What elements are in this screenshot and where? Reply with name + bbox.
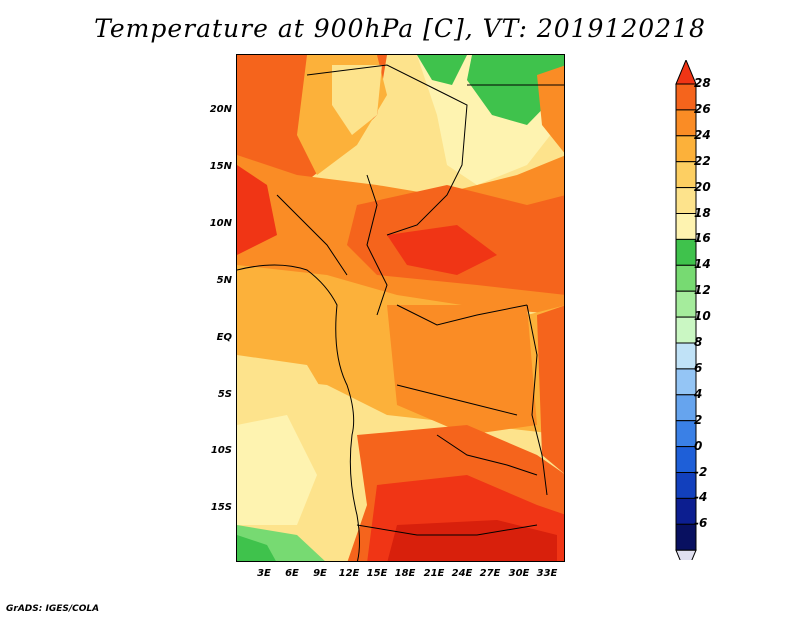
lon-label: 15E xyxy=(366,568,388,579)
lat-label: 15N xyxy=(209,161,232,172)
colorbar-swatch xyxy=(675,161,697,189)
colorbar-swatch xyxy=(675,316,697,344)
colorbar-swatch xyxy=(675,213,697,240)
lat-label: 20N xyxy=(209,104,232,115)
colorbar-swatch xyxy=(675,446,697,474)
temperature-field xyxy=(237,55,564,561)
colorbar-swatches xyxy=(675,58,697,576)
colorbar-swatch xyxy=(675,368,697,396)
colorbar-tick-label: 4 xyxy=(694,386,703,401)
colorbar-swatch xyxy=(675,238,697,266)
lat-label: 10N xyxy=(209,218,232,229)
lat-label: 5S xyxy=(217,389,232,400)
lon-label: 6E xyxy=(285,568,299,579)
lon-label: 9E xyxy=(313,568,327,579)
colorbar-swatch xyxy=(675,290,697,318)
colorbar-tick-label: 10 xyxy=(694,309,711,324)
colorbar xyxy=(667,58,717,576)
lon-label: 21E xyxy=(423,568,445,579)
colorbar-swatch xyxy=(675,264,697,292)
colorbar-swatch xyxy=(675,472,697,499)
colorbar-tick-label: -4 xyxy=(694,490,708,505)
colorbar-top-arrow xyxy=(675,58,697,85)
colorbar-tick-label: 0 xyxy=(694,438,703,453)
colorbar-tick-label: 18 xyxy=(694,205,711,220)
colorbar-swatch xyxy=(675,497,697,525)
colorbar-tick-label: -2 xyxy=(694,464,708,479)
lon-label: 12E xyxy=(338,568,360,579)
lon-label: 27E xyxy=(479,568,501,579)
colorbar-tick-label: 14 xyxy=(694,257,711,272)
colorbar-tick-label: 16 xyxy=(694,231,711,246)
colorbar-tick-label: 26 xyxy=(694,101,711,116)
colorbar-tick-label: 20 xyxy=(694,179,711,194)
lat-label: 15S xyxy=(210,502,232,513)
lat-label: EQ xyxy=(216,332,232,343)
colorbar-swatch xyxy=(675,523,697,551)
lat-label: 5N xyxy=(216,275,232,286)
colorbar-swatch xyxy=(675,342,697,370)
lon-label: 3E xyxy=(257,568,271,579)
colorbar-tick-label: 28 xyxy=(694,76,711,90)
colorbar-tick-label: 6 xyxy=(694,360,703,375)
colorbar-bottom-arrow xyxy=(675,549,697,576)
colorbar-tick-label: 22 xyxy=(694,153,711,168)
chart-title: Temperature at 900hPa [C], VT: 201912021… xyxy=(94,14,706,43)
colorbar-swatch xyxy=(675,135,697,163)
colorbar-swatch xyxy=(675,83,697,111)
colorbar-tick-label: 24 xyxy=(694,127,711,142)
colorbar-swatch xyxy=(675,420,697,448)
colorbar-swatch xyxy=(675,187,697,214)
temperature-map xyxy=(236,54,565,562)
lon-label: 18E xyxy=(394,568,416,579)
lat-label: 10S xyxy=(210,445,232,456)
colorbar-tick-label: 8 xyxy=(694,335,703,349)
lon-label: 24E xyxy=(451,568,473,579)
colorbar-swatch xyxy=(675,394,697,422)
colorbar-tick-label: 2 xyxy=(694,412,703,427)
colorbar-tick-label: 12 xyxy=(694,283,711,298)
colorbar-swatch xyxy=(675,109,697,137)
lon-label: 30E xyxy=(508,568,530,579)
lon-label: 33E xyxy=(536,568,558,579)
credit-text: GrADS: IGES/COLA xyxy=(6,604,100,614)
colorbar-tick-label: -6 xyxy=(694,516,708,531)
